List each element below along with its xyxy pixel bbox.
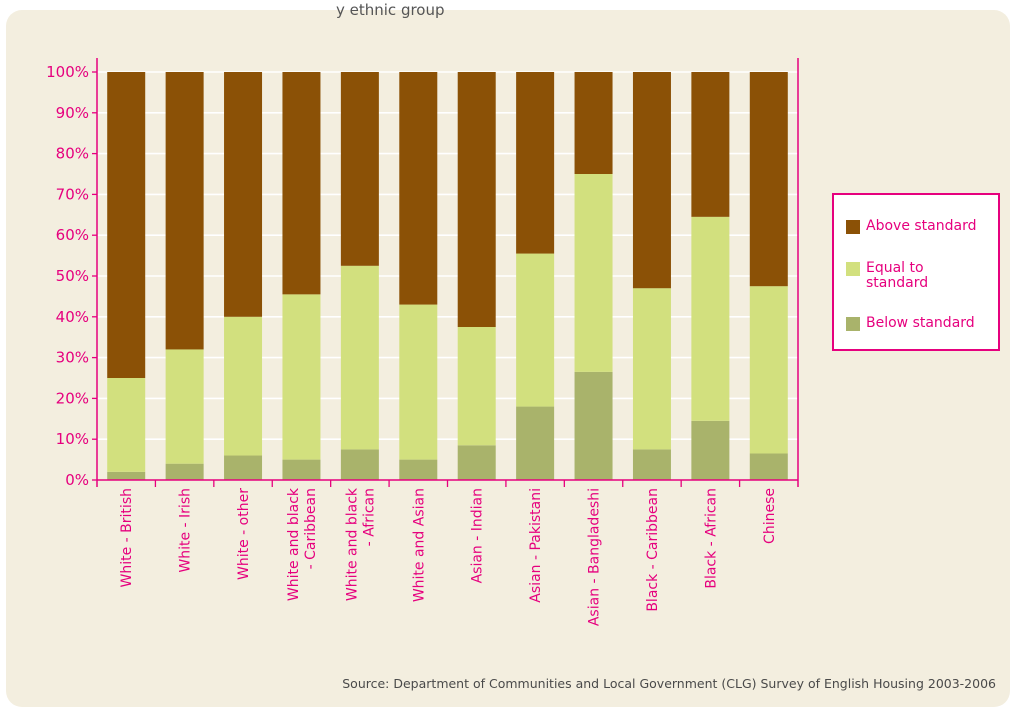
legend-swatch-above [846,220,860,234]
category-label: White and Asian [411,488,427,602]
bar-segment [224,455,263,480]
bar-segment [399,459,438,480]
bar-segment [107,471,146,480]
bar-segment [574,174,613,372]
category-label: White and black [286,487,302,601]
legend-swatch-equal [846,262,860,276]
bar-segment [749,72,788,287]
y-tick-label: 60% [56,226,89,244]
y-axis-ticks: 0% 10% 20% 30% 40% 50% 60% 70% 80% 90% 100% [46,63,97,489]
category-label: White and black [344,487,360,601]
chart-legend: Above standard Equal to standard Below s… [832,193,1000,351]
bar-segment [632,449,671,480]
y-tick-label: 20% [56,389,89,407]
category-label: - African [361,488,377,546]
bar-segment [691,72,730,217]
legend-item-equal: Equal to standard [846,261,938,291]
y-tick-label: 100% [46,63,89,81]
y-tick-label: 50% [56,267,89,285]
bar-segment [691,420,730,480]
bar-segment [574,371,613,480]
bar-segment [282,72,321,295]
bar-segment [749,286,788,454]
legend-item-above: Above standard [846,219,996,234]
category-label: Chinese [762,488,778,544]
bar-segment [632,288,671,450]
bar-segment [516,406,555,480]
bar-segment [165,349,204,464]
bar-segment [749,453,788,480]
bar-segment [457,327,496,446]
bar-segment [282,294,321,460]
gridlines [97,71,798,441]
bar-segment [224,316,263,456]
category-label: Asian - Bangladeshi [587,488,603,626]
category-label: White - British [119,488,135,587]
bar-segment [340,72,379,266]
category-label: Black - Caribbean [645,488,661,612]
y-tick-label: 30% [56,349,89,367]
y-tick-label: 40% [56,308,89,326]
bar-segment [340,449,379,480]
legend-item-below: Below standard [846,316,996,331]
bar-segment [516,72,555,254]
bar-segment [165,72,204,350]
axes [96,58,799,487]
category-label: White - other [236,488,252,580]
bar-segment [165,463,204,480]
category-label: Asian - Indian [470,488,486,583]
bar-segment [516,253,555,407]
legend-label-above: Above standard [866,218,977,234]
chart-title-fragment: y ethnic group [336,1,445,19]
bar-segment [457,445,496,480]
legend-swatch-below [846,317,860,331]
bar-segment [107,72,146,378]
y-tick-label: 80% [56,145,89,163]
bar-segment [282,459,321,480]
bar-segment [224,72,263,317]
bar-segment [457,72,496,327]
y-tick-label: 10% [56,430,89,448]
bar-segment [399,304,438,460]
bar-segment [691,216,730,421]
y-tick-label: 70% [56,185,89,203]
y-tick-label: 0% [65,471,89,489]
legend-label-below: Below standard [866,315,975,331]
bar-segment [399,72,438,305]
bar-group [107,72,788,480]
bar-segment [574,72,613,174]
category-label: - Caribbean [303,488,319,569]
category-label: White - Irish [178,488,194,573]
bar-segment [340,265,379,450]
legend-label-equal: Equal to standard [866,260,929,291]
x-axis-labels: White - British White - Irish White - othe… [119,487,778,626]
bar-segment [632,72,671,289]
bar-segment [107,378,146,472]
source-note: Source: Department of Communities and Lo… [342,676,996,691]
category-label: Black - African [703,488,719,589]
y-tick-label: 90% [56,104,89,122]
category-label: Asian - Pakistani [528,488,544,603]
